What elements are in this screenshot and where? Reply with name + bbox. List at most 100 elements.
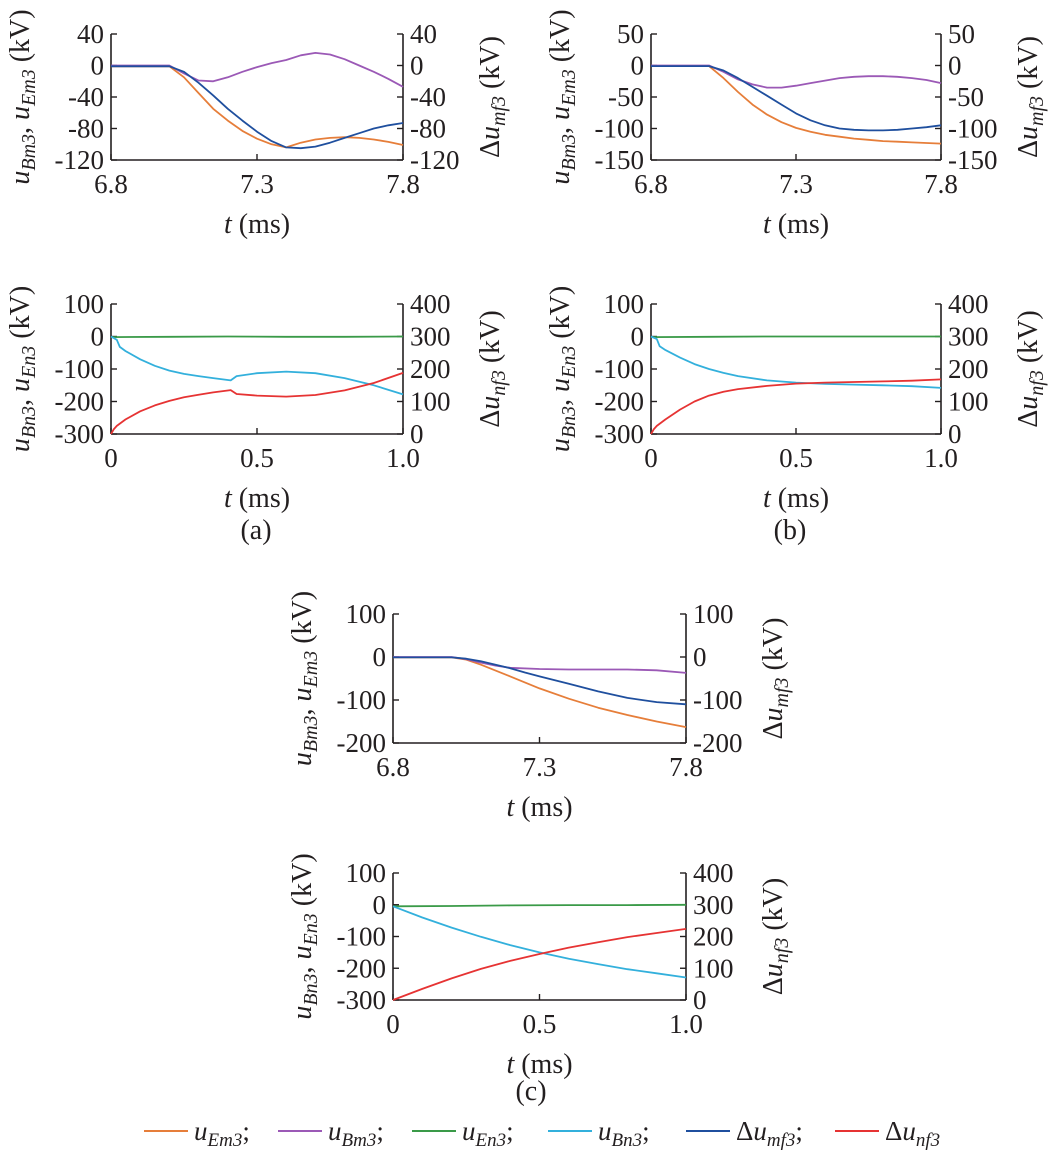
left-tick-label: -50: [608, 82, 644, 112]
x-tick-label: 0: [644, 443, 658, 473]
left-tick-label: 0: [91, 51, 105, 81]
x-tick-label: 0: [104, 443, 118, 473]
panel-label-a: (a): [240, 515, 271, 546]
left-tick-label: -300: [595, 419, 645, 449]
left-tick-label: -300: [55, 419, 105, 449]
left-tick-label: -40: [68, 82, 104, 112]
right-tick-label: 200: [410, 354, 451, 384]
x-tick-label: 1.0: [386, 443, 420, 473]
x-tick-label: 0.5: [779, 443, 813, 473]
y-axis-label-right: Δumf3 (kV): [475, 36, 510, 158]
right-tick-label: 100: [693, 599, 734, 629]
x-tick-label: 7.8: [669, 752, 703, 782]
legend-item-u_Em3: uEm3;: [144, 1116, 250, 1151]
series-line-u_En3: [650, 335, 941, 338]
right-tick-label: -100: [693, 685, 743, 715]
right-tick-label: 100: [948, 387, 989, 417]
x-tick-label: 6.8: [634, 169, 668, 199]
x-tick-label: 0.5: [523, 1009, 557, 1039]
right-tick-label: 0: [410, 419, 424, 449]
left-tick-label: 0: [373, 642, 387, 672]
left-tick-label: -300: [337, 985, 387, 1015]
right-tick-label: 0: [693, 642, 707, 672]
legend-label: uEm3;: [194, 1116, 250, 1151]
series-line-u_En3: [110, 335, 404, 338]
left-tick-label: -200: [595, 387, 645, 417]
left-tick-label: 50: [617, 19, 644, 49]
left-tick-label: -80: [68, 114, 104, 144]
x-axis-label: t (ms): [763, 209, 829, 240]
right-tick-label: 300: [410, 322, 451, 352]
x-axis-label: t (ms): [224, 209, 290, 240]
x-tick-label: 7.8: [924, 169, 958, 199]
series-line-u_Bm3: [651, 64, 942, 89]
right-tick-label: 300: [948, 322, 989, 352]
left-tick-label: -100: [337, 922, 387, 952]
series-line-u_Bm3: [393, 656, 687, 674]
y-axis-label-right: Δumf3 (kV): [758, 618, 793, 740]
series-line-u_Bn3: [392, 905, 687, 979]
left-tick-label: 100: [346, 858, 387, 888]
right-tick-label: 0: [410, 51, 424, 81]
legend-item-du_mf3: Δumf3;: [686, 1116, 803, 1151]
right-tick-label: 0: [948, 419, 962, 449]
right-tick-label: -40: [410, 82, 446, 112]
series-line-du_mf3: [393, 656, 687, 706]
left-tick-label: -200: [337, 728, 387, 758]
series-line-u_Bm3: [111, 52, 404, 88]
x-axis-label: t (ms): [506, 792, 572, 823]
left-tick-label: 40: [77, 19, 104, 49]
left-tick-label: -100: [595, 114, 645, 144]
right-tick-label: 50: [948, 19, 975, 49]
series-line-u_Em3: [111, 65, 404, 149]
x-tick-label: 0: [386, 1009, 400, 1039]
left-tick-label: 100: [604, 289, 645, 319]
right-tick-label: 200: [693, 922, 734, 952]
y-axis-label-left: uBn3, uEn3 (kV): [5, 286, 40, 452]
left-tick-label: 0: [631, 51, 645, 81]
x-tick-label: 1.0: [669, 1009, 703, 1039]
panel-label-c: (c): [515, 1076, 546, 1107]
legend-label: uBn3;: [598, 1116, 650, 1151]
series-line-u_Em3: [393, 656, 687, 728]
series-line-du_nf3: [110, 372, 404, 435]
left-tick-label: -200: [337, 953, 387, 983]
left-tick-label: 0: [373, 890, 387, 920]
legend-label: Δumf3;: [736, 1116, 803, 1151]
left-tick-label: -100: [595, 354, 645, 384]
x-axis-label: t (ms): [224, 483, 290, 514]
panel-label-b: (b): [774, 515, 807, 546]
legend-label: Δunf3: [885, 1116, 940, 1151]
left-tick-label: 100: [64, 289, 105, 319]
y-axis-label-left: uBm3, uEm3 (kV): [545, 9, 580, 184]
right-tick-label: 100: [410, 387, 451, 417]
right-tick-label: -150: [948, 145, 998, 175]
x-axis-label: t (ms): [506, 1049, 572, 1080]
y-axis-label-right: Δunf3 (kV): [758, 878, 793, 995]
x-tick-label: 7.8: [386, 169, 420, 199]
right-tick-label: -200: [693, 728, 743, 758]
left-tick-label: -120: [55, 145, 105, 175]
right-tick-label: 400: [410, 289, 451, 319]
series-line-u_Bn3: [110, 335, 404, 396]
right-tick-label: -100: [948, 114, 998, 144]
right-tick-label: 100: [693, 953, 734, 983]
y-axis-label-right: Δunf3 (kV): [475, 310, 510, 427]
series-line-du_nf3: [392, 928, 687, 1001]
legend-item-u_Bm3: uBm3;: [278, 1116, 384, 1151]
x-axis-label: t (ms): [763, 483, 829, 514]
x-tick-label: 7.3: [779, 169, 813, 199]
right-tick-label: 0: [948, 51, 962, 81]
series-line-du_mf3: [651, 65, 942, 132]
right-tick-label: 40: [410, 19, 437, 49]
series-line-du_nf3: [650, 378, 942, 435]
y-axis-label-left: uBn3, uEn3 (kV): [545, 286, 580, 452]
legend-label: uEn3;: [462, 1116, 514, 1151]
right-tick-label: 400: [948, 289, 989, 319]
y-axis-label-left: uBm3, uEm3 (kV): [287, 591, 322, 766]
